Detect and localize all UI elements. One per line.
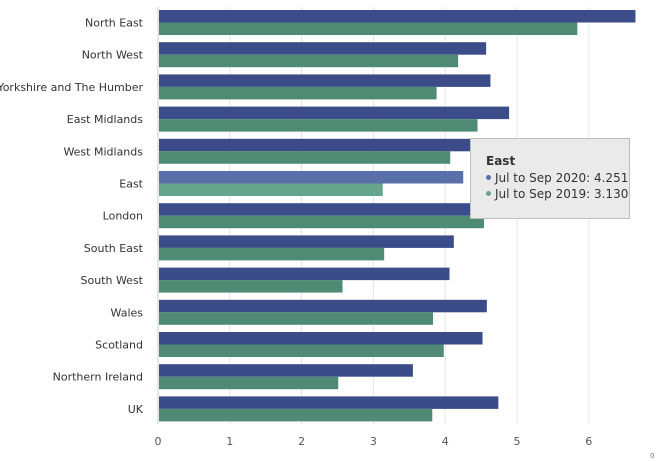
bar-north-east-2020[interactable]: [159, 10, 636, 23]
bar-north-west-2020[interactable]: [159, 42, 487, 55]
category-label-east: East: [119, 178, 143, 191]
bar-west-midlands-2020[interactable]: [159, 138, 474, 152]
tooltip-row-2020: Jul to Sep 2020: 4.251: [486, 170, 629, 186]
bar-east-midlands-2020[interactable]: [159, 106, 510, 120]
x-tick-label-6: 6: [585, 435, 592, 448]
x-tick-label-0: 0: [155, 435, 162, 448]
category-label-west-midlands: West Midlands: [63, 145, 143, 158]
category-label-east-midlands: East Midlands: [67, 113, 144, 126]
category-labels: North East North West Yorkshire and The Hu…: [0, 17, 144, 416]
bar-north-east-2019[interactable]: [159, 22, 578, 36]
bar-east-2020[interactable]: [159, 171, 464, 184]
x-tick-label-4: 4: [442, 435, 449, 448]
bar-west-midlands-2019[interactable]: [159, 151, 451, 164]
tooltip-row-2019-label: Jul to Sep 2019: 3.130: [495, 187, 629, 201]
category-label-northern-ireland: Northern Ireland: [53, 371, 143, 384]
category-label-south-west: South West: [80, 274, 143, 287]
category-label-uk: UK: [128, 403, 144, 416]
category-label-north-west: North West: [82, 49, 144, 62]
tooltip-row-2020-label: Jul to Sep 2020: 4.251: [495, 171, 629, 185]
category-label-yorkshire-and-the-humber: Yorkshire and The Humber: [0, 81, 143, 94]
bar-london-2020[interactable]: [159, 203, 496, 216]
x-tick-label-2: 2: [298, 435, 305, 448]
bar-uk-2020[interactable]: [159, 396, 499, 409]
x-tick-label-5: 5: [514, 435, 521, 448]
category-label-london: London: [103, 210, 143, 223]
series-2019-dot-icon: [486, 191, 491, 196]
tooltip-row-2019: Jul to Sep 2019: 3.130: [486, 186, 629, 202]
bar-northern-ireland-2020[interactable]: [159, 364, 413, 377]
bar-northern-ireland-2019[interactable]: [159, 376, 339, 390]
corner-mark: 0: [650, 452, 655, 460]
bars: [159, 10, 636, 422]
bar-london-2019[interactable]: [159, 215, 484, 229]
bar-yorkshire-and-the-humber-2020[interactable]: [159, 74, 491, 87]
category-label-south-east: South East: [84, 242, 144, 255]
category-label-wales: Wales: [111, 306, 144, 319]
bar-yorkshire-and-the-humber-2019[interactable]: [159, 86, 437, 100]
bar-east-2019[interactable]: [159, 183, 383, 197]
series-2020-dot-icon: [486, 175, 491, 180]
bar-scotland-2019[interactable]: [159, 344, 444, 358]
bar-uk-2019[interactable]: [159, 408, 433, 422]
x-tick-label-3: 3: [370, 435, 377, 448]
bar-south-east-2020[interactable]: [159, 235, 454, 248]
bar-south-east-2019[interactable]: [159, 247, 385, 261]
bar-north-west-2019[interactable]: [159, 54, 459, 68]
bar-south-west-2020[interactable]: [159, 267, 450, 281]
bar-east-midlands-2019[interactable]: [159, 119, 478, 132]
bar-south-west-2019[interactable]: [159, 280, 343, 293]
x-axis: 0 1 2 3 4 5 6: [155, 435, 593, 448]
bar-scotland-2020[interactable]: [159, 332, 483, 345]
tooltip-title: East: [486, 154, 516, 168]
category-label-scotland: Scotland: [95, 339, 143, 352]
bar-wales-2020[interactable]: [159, 299, 487, 313]
category-label-north-east: North East: [85, 17, 144, 30]
bar-wales-2019[interactable]: [159, 312, 433, 325]
tooltip: East Jul to Sep 2020: 4.251 Jul to Sep 2…: [470, 138, 630, 219]
x-tick-label-1: 1: [226, 435, 233, 448]
